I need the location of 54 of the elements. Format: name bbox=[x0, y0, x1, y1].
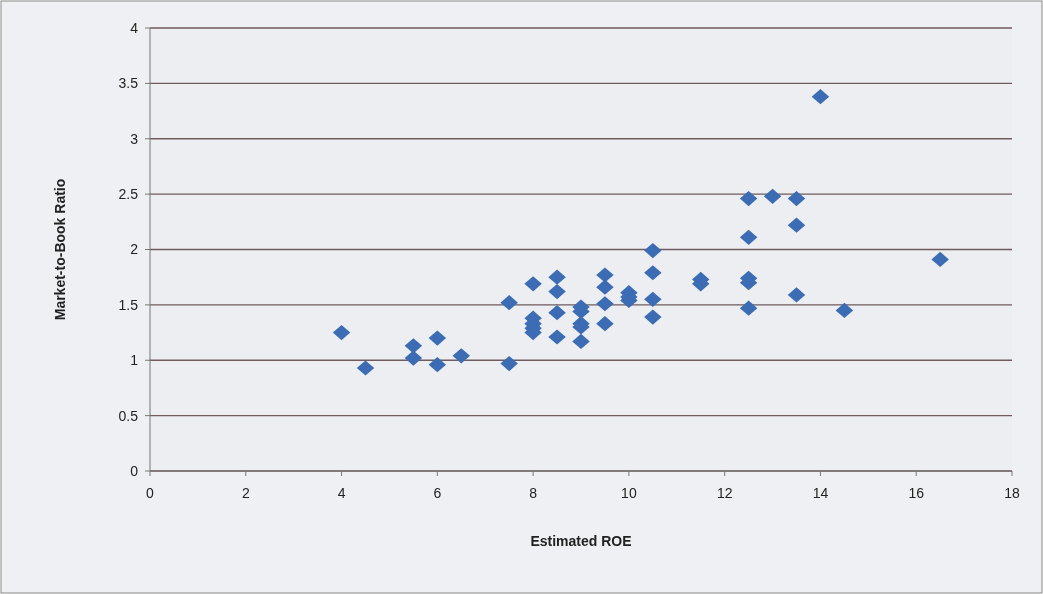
y-tick-label: 2 bbox=[130, 241, 139, 258]
y-tick-label: 4 bbox=[130, 19, 139, 36]
point bbox=[763, 188, 782, 204]
point bbox=[428, 357, 447, 373]
x-tick-label: 8 bbox=[529, 485, 538, 501]
point bbox=[596, 267, 614, 283]
point bbox=[644, 243, 662, 259]
point bbox=[835, 302, 854, 319]
point bbox=[548, 305, 566, 321]
y-tick-label: 1.5 bbox=[118, 296, 139, 313]
x-tick-label: 2 bbox=[241, 485, 250, 501]
y-tick-label: 0 bbox=[130, 462, 139, 479]
point bbox=[644, 291, 662, 307]
point bbox=[811, 89, 830, 105]
point bbox=[500, 355, 518, 372]
point bbox=[356, 360, 375, 376]
y-axis-title: Market-to-Book Ratio bbox=[52, 178, 68, 321]
y-tick-label: 3 bbox=[130, 130, 139, 147]
point bbox=[404, 350, 423, 366]
x-tick-label: 18 bbox=[1004, 485, 1020, 501]
point bbox=[596, 296, 614, 312]
point bbox=[739, 300, 758, 316]
x-tick-label: 12 bbox=[716, 485, 733, 501]
point bbox=[787, 190, 806, 207]
x-axis-title: Estimated ROE bbox=[530, 533, 632, 549]
point bbox=[404, 338, 423, 354]
point bbox=[548, 283, 566, 300]
point bbox=[787, 287, 806, 303]
y-tick-label: 1 bbox=[130, 352, 139, 369]
point bbox=[428, 330, 447, 346]
x-tick-label: 10 bbox=[621, 485, 637, 501]
point bbox=[452, 348, 471, 364]
point bbox=[644, 265, 662, 281]
y-tick-label: 2.5 bbox=[118, 186, 139, 203]
point bbox=[548, 269, 566, 285]
point bbox=[931, 251, 949, 268]
x-tick-label: 4 bbox=[337, 485, 346, 501]
point bbox=[524, 276, 542, 292]
point bbox=[596, 279, 614, 295]
point bbox=[787, 217, 806, 233]
point bbox=[596, 316, 614, 332]
x-tick-label: 0 bbox=[146, 485, 155, 501]
point bbox=[739, 229, 758, 245]
y-tick-label: 3.5 bbox=[118, 75, 139, 92]
point bbox=[500, 295, 518, 311]
point bbox=[332, 324, 351, 341]
x-tick-label: 14 bbox=[812, 485, 829, 501]
x-tick-label: 16 bbox=[908, 485, 925, 501]
point bbox=[548, 329, 566, 345]
point bbox=[739, 190, 758, 207]
x-tick-label: 6 bbox=[433, 485, 442, 501]
point bbox=[644, 309, 662, 325]
y-tick-label: 0.5 bbox=[118, 407, 139, 424]
point bbox=[572, 333, 590, 350]
